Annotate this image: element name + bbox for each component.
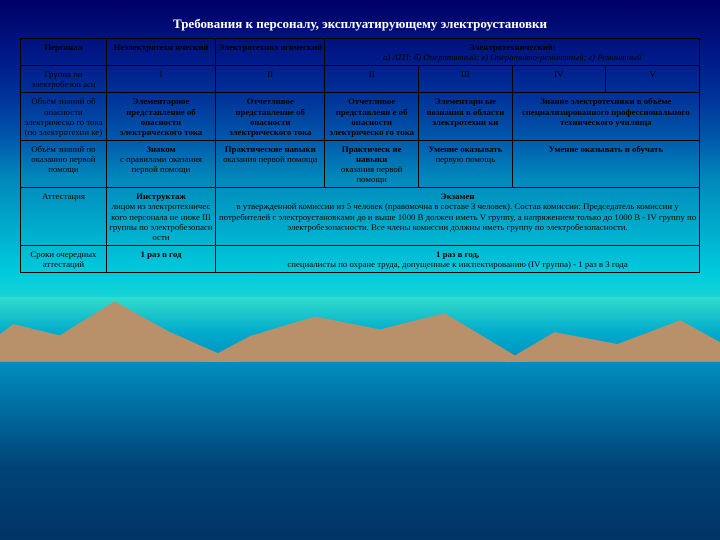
group-val: V bbox=[606, 66, 700, 93]
cell: Умение оказывать и обучать bbox=[512, 140, 699, 187]
cell-text: Умение оказывать и обучать bbox=[549, 144, 663, 154]
cell: Знаком с правилами оказания первой помощ… bbox=[106, 140, 215, 187]
table-row-knowledge: Объём знаний об опасности электрическо г… bbox=[21, 93, 700, 140]
cell: 1 раз в год, специалисты по охране труда… bbox=[216, 245, 700, 272]
hdr-nonelectro: Неэлектротехн ический bbox=[106, 39, 215, 66]
cell-text: специалисты по охране труда, допущенные … bbox=[287, 259, 627, 269]
cell-text: Отчетливое представлени е об опасности э… bbox=[329, 96, 414, 136]
cell-bold: Инструктаж bbox=[136, 191, 186, 201]
hdr-electrotech: Электротехнол огический bbox=[216, 39, 325, 66]
cell-text: с правилами оказания первой помощи bbox=[120, 154, 202, 174]
hdr-electro-title: Электротехнический: bbox=[469, 42, 556, 52]
row-label: Объём знаний об опасности электрическо г… bbox=[21, 93, 107, 140]
requirements-table: Персонал Неэлектротехн ический Электроте… bbox=[20, 38, 700, 273]
cell-text: в утвержденной комиссии из 5 человек (пр… bbox=[219, 201, 696, 231]
page-title: Требования к персоналу, эксплуатирующему… bbox=[20, 16, 700, 32]
hdr-electro-main: Электротехнический: а) АТП; б) Оперативн… bbox=[325, 39, 700, 66]
hdr-personnel: Персонал bbox=[21, 39, 107, 66]
row-label: Объём знаний по оказанию первой помощи bbox=[21, 140, 107, 187]
cell-text: Знание электротехники в объёме специализ… bbox=[522, 96, 690, 126]
cell-bold: Экзамен bbox=[441, 191, 475, 201]
cell: Практическ ие навыки оказания первой пом… bbox=[325, 140, 419, 187]
row-label: Аттестация bbox=[21, 188, 107, 246]
table-row-firstaid: Объём знаний по оказанию первой помощи З… bbox=[21, 140, 700, 187]
cell: Знание электротехники в объёме специализ… bbox=[512, 93, 699, 140]
cell: Отчетливое представлени е об опасности э… bbox=[325, 93, 419, 140]
cell: Практические навыки оказания первой помо… bbox=[216, 140, 325, 187]
cell-text: Элементарное представление об опасности … bbox=[120, 96, 202, 136]
cell-text: оказания первой помощи bbox=[223, 154, 317, 164]
row-label: Сроки очередных аттестаций bbox=[21, 245, 107, 272]
cell-text: оказания первой помощи bbox=[341, 164, 403, 184]
cell-exam: Экзамен в утвержденной комиссии из 5 чел… bbox=[216, 188, 700, 246]
cell-text: Отчетливое представление об опасности эл… bbox=[229, 96, 311, 136]
hdr-electro-sub: а) АТП; б) Оперативный; в) Оперативно-ре… bbox=[383, 52, 641, 62]
cell: Умение оказывать первую помощь bbox=[418, 140, 512, 187]
group-val: III bbox=[418, 66, 512, 93]
cell-bold: Практическ ие навыки bbox=[342, 144, 402, 164]
group-val: II bbox=[216, 66, 325, 93]
cell: Инструктаж лицом из электротехничес кого… bbox=[106, 188, 215, 246]
cell-bold: Практические навыки bbox=[225, 144, 316, 154]
cell: Элементарн ые познания в области электро… bbox=[418, 93, 512, 140]
content-area: Требования к персоналу, эксплуатирующему… bbox=[20, 16, 700, 273]
table-row-period: Сроки очередных аттестаций 1 раз в год 1… bbox=[21, 245, 700, 272]
cell: Отчетливое представление об опасности эл… bbox=[216, 93, 325, 140]
cell-text: лицом из электротехничес кого персонала … bbox=[109, 201, 212, 241]
table-row-attestation: Аттестация Инструктаж лицом из электроте… bbox=[21, 188, 700, 246]
cell-bold: 1 раз в год, bbox=[436, 249, 479, 259]
cell-bold: Знаком bbox=[146, 144, 175, 154]
cell-text: первую помощь bbox=[435, 154, 495, 164]
table-row-header: Персонал Неэлектротехн ический Электроте… bbox=[21, 39, 700, 66]
group-val: I bbox=[106, 66, 215, 93]
group-val: IV bbox=[512, 66, 606, 93]
cell: Элементарное представление об опасности … bbox=[106, 93, 215, 140]
cell-text: Элементарн ые познания в области электро… bbox=[426, 96, 504, 126]
group-val: II bbox=[325, 66, 419, 93]
cell-bold: Умение оказывать bbox=[428, 144, 502, 154]
table-row-groups: Группа по электробезоп асн I II II III I… bbox=[21, 66, 700, 93]
row-label: Группа по электробезоп асн bbox=[21, 66, 107, 93]
cell: 1 раз в год bbox=[106, 245, 215, 272]
